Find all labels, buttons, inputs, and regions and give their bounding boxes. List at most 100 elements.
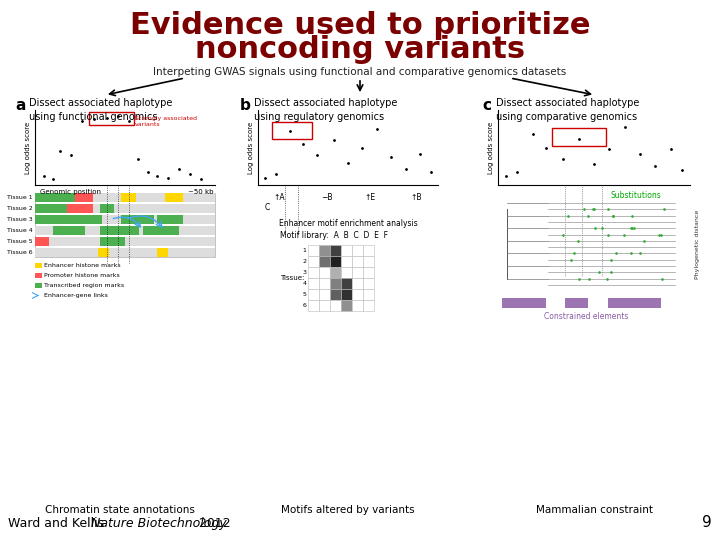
Bar bbox=[608, 298, 661, 308]
Bar bbox=[352, 278, 364, 289]
Bar bbox=[320, 289, 330, 300]
Bar bbox=[308, 256, 320, 267]
Bar bbox=[330, 289, 341, 300]
Text: Tissue 6: Tissue 6 bbox=[7, 250, 33, 255]
Bar bbox=[35, 273, 42, 278]
Bar bbox=[364, 256, 374, 267]
Text: −B: −B bbox=[320, 193, 332, 202]
Bar bbox=[565, 298, 588, 308]
Bar bbox=[122, 193, 136, 202]
Bar bbox=[53, 226, 86, 235]
Text: Phylogenetic distance: Phylogenetic distance bbox=[696, 210, 701, 279]
Text: 2012: 2012 bbox=[195, 517, 231, 530]
Text: Tissue:: Tissue: bbox=[280, 275, 305, 281]
Bar bbox=[75, 215, 102, 224]
Bar bbox=[341, 300, 352, 311]
Text: 6: 6 bbox=[302, 303, 307, 308]
Bar bbox=[320, 256, 330, 267]
Text: Enhancer histone marks: Enhancer histone marks bbox=[44, 263, 121, 268]
Bar bbox=[308, 278, 320, 289]
Bar bbox=[330, 267, 341, 278]
Text: Tissue 5: Tissue 5 bbox=[7, 239, 33, 244]
Text: Enhancer motif enrichment analysis: Enhancer motif enrichment analysis bbox=[279, 219, 418, 228]
Text: 1: 1 bbox=[302, 248, 307, 253]
Text: noncoding variants: noncoding variants bbox=[195, 36, 525, 64]
Text: 3: 3 bbox=[302, 270, 307, 275]
Text: c: c bbox=[482, 98, 491, 113]
Bar bbox=[341, 267, 352, 278]
Bar bbox=[100, 204, 114, 213]
Bar bbox=[352, 245, 364, 256]
Text: a: a bbox=[15, 98, 25, 113]
Bar bbox=[308, 267, 320, 278]
Bar bbox=[165, 193, 183, 202]
Text: Promoter histone marks: Promoter histone marks bbox=[44, 273, 120, 278]
Bar bbox=[35, 204, 215, 213]
Text: 2: 2 bbox=[302, 259, 307, 264]
Bar bbox=[68, 204, 93, 213]
Text: Evidence used to prioritize: Evidence used to prioritize bbox=[130, 10, 590, 39]
Bar bbox=[320, 245, 330, 256]
Text: Dissect associated haplotype
using regulatory genomics: Dissect associated haplotype using regul… bbox=[254, 98, 397, 122]
Text: 5: 5 bbox=[302, 292, 307, 297]
Bar bbox=[352, 256, 364, 267]
Bar bbox=[502, 298, 546, 308]
Bar bbox=[341, 278, 352, 289]
Bar bbox=[352, 300, 364, 311]
Text: Ward and Kellis: Ward and Kellis bbox=[8, 517, 108, 530]
Bar bbox=[35, 204, 68, 213]
Bar bbox=[75, 193, 93, 202]
Bar bbox=[352, 267, 364, 278]
Text: Interpeting GWAS signals using functional and comparative genomics datasets: Interpeting GWAS signals using functiona… bbox=[153, 67, 567, 77]
Text: C: C bbox=[264, 203, 269, 212]
Bar bbox=[98, 248, 109, 257]
Bar bbox=[341, 245, 352, 256]
Bar bbox=[364, 300, 374, 311]
Text: Log odds score: Log odds score bbox=[488, 122, 494, 174]
Bar bbox=[158, 248, 168, 257]
Bar bbox=[330, 278, 341, 289]
Bar bbox=[100, 226, 140, 235]
Text: Tissue 4: Tissue 4 bbox=[7, 228, 33, 233]
Text: Log odds score: Log odds score bbox=[248, 122, 254, 174]
Bar bbox=[364, 245, 374, 256]
Bar bbox=[320, 278, 330, 289]
Text: Log odds score: Log odds score bbox=[25, 122, 31, 174]
Bar bbox=[364, 289, 374, 300]
Text: 9: 9 bbox=[702, 515, 712, 530]
Bar bbox=[35, 226, 215, 235]
Bar bbox=[35, 193, 215, 257]
Bar bbox=[35, 237, 50, 246]
Bar bbox=[364, 267, 374, 278]
Bar bbox=[364, 278, 374, 289]
Text: b: b bbox=[240, 98, 251, 113]
Bar bbox=[308, 300, 320, 311]
Bar bbox=[89, 111, 134, 125]
Bar bbox=[35, 193, 215, 202]
Text: Tissue 1: Tissue 1 bbox=[7, 195, 33, 200]
Text: Enhancer-gene links: Enhancer-gene links bbox=[44, 293, 108, 298]
Bar bbox=[308, 245, 320, 256]
Text: Tissue 2: Tissue 2 bbox=[7, 206, 33, 211]
Text: ↑E: ↑E bbox=[364, 193, 375, 202]
Bar bbox=[341, 256, 352, 267]
Text: ↑A: ↑A bbox=[274, 193, 285, 202]
Bar bbox=[320, 300, 330, 311]
Text: Motifs altered by variants: Motifs altered by variants bbox=[282, 505, 415, 515]
Bar bbox=[158, 215, 183, 224]
Bar bbox=[100, 237, 125, 246]
Bar bbox=[35, 193, 75, 202]
Bar bbox=[330, 300, 341, 311]
Text: Strongly associated
variants: Strongly associated variants bbox=[135, 116, 197, 127]
Bar bbox=[35, 283, 42, 288]
Text: Substitutions: Substitutions bbox=[611, 191, 662, 200]
Bar bbox=[143, 226, 179, 235]
Text: Transcribed region marks: Transcribed region marks bbox=[44, 283, 124, 288]
Bar bbox=[320, 267, 330, 278]
Bar bbox=[35, 215, 215, 224]
Text: ↑B: ↑B bbox=[410, 193, 422, 202]
Bar bbox=[35, 248, 215, 257]
Text: Tissue 3: Tissue 3 bbox=[7, 217, 33, 222]
Text: Genomic position: Genomic position bbox=[40, 189, 101, 195]
Text: Constrained elements: Constrained elements bbox=[544, 312, 629, 321]
